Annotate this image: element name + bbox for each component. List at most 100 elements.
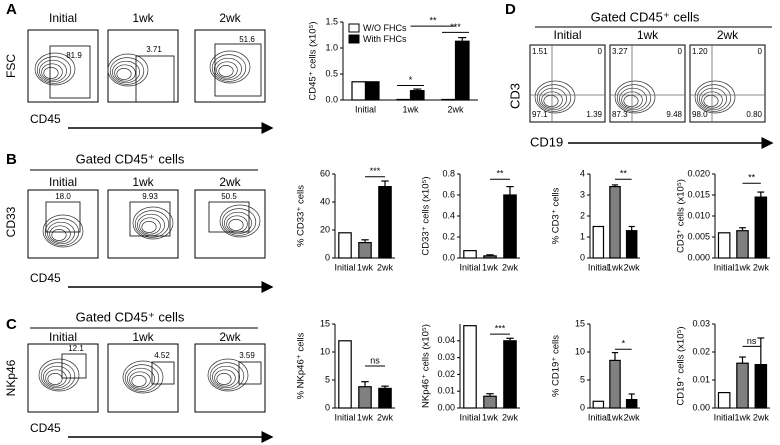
significance-label: * <box>409 75 413 85</box>
gate <box>49 45 91 99</box>
column-label: 2wk <box>219 175 241 189</box>
bar <box>592 225 605 259</box>
bar <box>503 340 517 409</box>
y-tick-label: 15 <box>320 318 330 328</box>
contour <box>536 84 572 112</box>
significance-label: *** <box>450 22 461 32</box>
x-tick-label: Initial <box>459 412 480 422</box>
y-tick-label: 0 <box>580 402 585 412</box>
x-tick-label: 1wk <box>357 262 374 272</box>
x-tick-label: 1wk <box>734 262 751 272</box>
x-tick-label: 1wk <box>482 412 499 422</box>
y-tick-label: 0 <box>580 252 585 262</box>
contour <box>41 63 63 81</box>
legend-swatch <box>348 34 360 44</box>
quadrant-value: 0 <box>598 47 603 56</box>
x-tick-label: 2wk <box>624 412 641 422</box>
contour <box>694 80 736 114</box>
flow-plot <box>27 29 99 103</box>
gate-value: 4.52 <box>154 351 170 360</box>
bar <box>463 250 477 259</box>
contour <box>116 68 132 80</box>
significance-label: *** <box>370 166 381 176</box>
contour <box>43 67 59 79</box>
bar <box>592 400 605 409</box>
x-axis-label: CD45 <box>30 421 61 435</box>
x-tick-label: 1wk <box>482 262 499 272</box>
contour <box>207 358 249 392</box>
contour <box>614 80 656 114</box>
bar <box>351 81 367 101</box>
y-axis-label: % CD19⁺ cells <box>551 335 562 397</box>
bar <box>378 186 392 259</box>
bar <box>441 98 457 101</box>
bar <box>625 230 638 259</box>
y-axis-label: CD33⁺ cells (x10⁵) <box>421 176 432 255</box>
x-axis-label: CD19 <box>530 134 563 149</box>
x-tick-label: 1wk <box>607 262 624 272</box>
column-label: Initial <box>49 330 77 344</box>
contour <box>47 221 75 245</box>
x-tick-label: 1wk <box>357 412 374 422</box>
contour <box>534 80 576 114</box>
contour <box>43 365 71 389</box>
contour <box>619 87 647 111</box>
y-tick-label: 0 <box>325 402 330 412</box>
column-label: 2wk <box>717 28 739 42</box>
contour <box>132 206 174 240</box>
gate <box>214 43 262 97</box>
bar <box>609 186 621 259</box>
column-label: 1wk <box>132 330 154 344</box>
column-label: Initial <box>553 28 581 42</box>
y-tick-label: 1 <box>580 231 585 241</box>
y-tick-label: 0.02 <box>437 369 455 379</box>
contour <box>39 59 67 83</box>
y-tick-label: 0.020 <box>687 168 710 178</box>
contour <box>49 225 71 243</box>
column-label: 1wk <box>132 175 154 189</box>
x-tick-label: 2wk <box>377 412 394 422</box>
y-axis-label: NKp46⁺ cells (x10⁵) <box>421 324 432 408</box>
gate <box>208 201 250 233</box>
y-axis-label: CD19⁺ cells (x10⁵) <box>676 326 687 405</box>
contour <box>109 57 145 85</box>
contour <box>107 53 149 87</box>
contour <box>616 84 652 112</box>
bar <box>717 392 731 409</box>
y-axis-label: FSC <box>4 54 18 78</box>
contour <box>218 65 234 77</box>
y-axis-label: NKp46 <box>4 359 18 396</box>
significance-label: *** <box>495 323 506 333</box>
x-tick-label: 2wk <box>502 412 519 422</box>
bar <box>754 196 768 259</box>
gate <box>151 361 175 385</box>
y-axis-label: CD3 <box>507 83 522 109</box>
gate <box>45 201 81 233</box>
flow-plot <box>194 189 266 259</box>
y-tick-label: 0.2 <box>442 231 455 241</box>
significance-label: * <box>622 339 626 349</box>
significance-label: ** <box>429 16 437 26</box>
contour <box>699 87 727 111</box>
y-tick-label: 0.8 <box>442 168 455 178</box>
y-axis-label: CD33 <box>4 206 18 237</box>
y-tick-label: 0.015 <box>687 189 710 199</box>
y-tick-label: 10 <box>575 346 585 356</box>
y-tick-label: 4 <box>580 168 585 178</box>
quadrant-value: 87.3 <box>612 110 628 119</box>
contour <box>34 52 76 86</box>
contour <box>209 362 245 390</box>
contour <box>38 358 80 392</box>
y-tick-label: 0.6 <box>442 189 455 199</box>
y-tick-label: 0.00 <box>692 402 710 412</box>
gate-value: 51.6 <box>239 35 255 44</box>
contour <box>112 60 140 84</box>
contour <box>124 364 160 392</box>
quadrant-value: 1.39 <box>586 110 602 119</box>
y-tick-label: 5 <box>580 374 585 384</box>
contour <box>209 50 251 84</box>
y-tick-label: 0 <box>325 252 330 262</box>
y-tick-label: 0.000 <box>687 252 710 262</box>
bar <box>409 90 425 101</box>
